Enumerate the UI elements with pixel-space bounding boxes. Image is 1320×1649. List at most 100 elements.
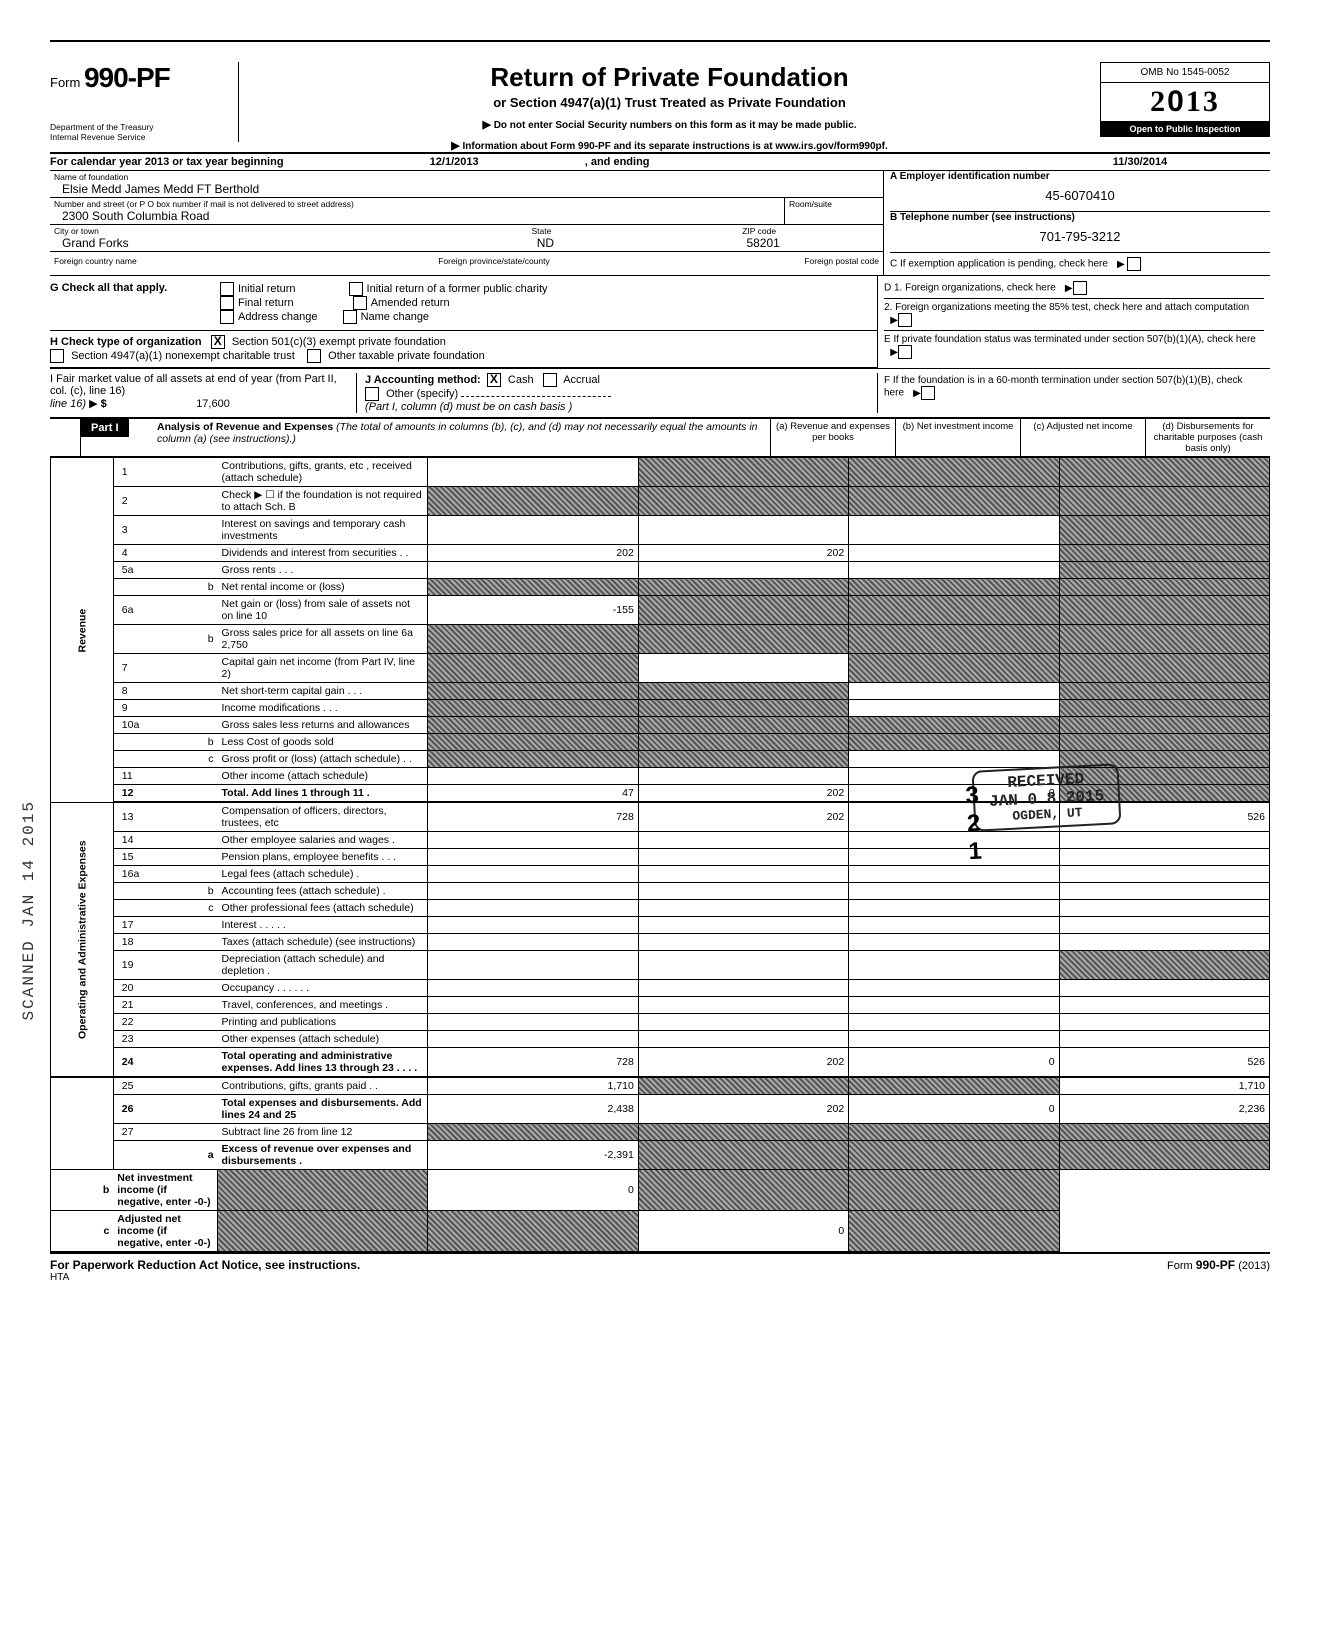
table-row: cAdjusted net income (if negative, enter… xyxy=(51,1211,1270,1252)
row-number: 22 xyxy=(113,1014,217,1031)
amount-cell xyxy=(1059,1031,1269,1048)
amount-cell xyxy=(1059,997,1269,1014)
row-number: 16a xyxy=(113,866,217,883)
zip: 58201 xyxy=(639,236,879,250)
amount-cell xyxy=(638,980,848,997)
row-description: Other expenses (attach schedule) xyxy=(218,1031,428,1048)
amount-cell xyxy=(428,883,638,900)
amount-cell xyxy=(849,545,1059,562)
table-row: Revenue1Contributions, gifts, grants, et… xyxy=(51,458,1270,487)
h-501c3-checkbox[interactable] xyxy=(211,335,225,349)
row-number: 13 xyxy=(113,802,217,832)
amount-cell xyxy=(849,883,1059,900)
foreign-postal-label: Foreign postal code xyxy=(659,256,879,266)
g-address-checkbox[interactable] xyxy=(220,310,234,324)
amount-cell xyxy=(638,562,848,579)
amount-cell xyxy=(638,768,848,785)
row-number: 3 xyxy=(113,516,217,545)
amount-cell xyxy=(638,734,848,751)
accrual-label: Accrual xyxy=(563,374,600,386)
amount-cell xyxy=(638,917,848,934)
i-label: I Fair market value of all assets at end… xyxy=(50,373,337,397)
amount-cell xyxy=(428,866,638,883)
h-4947: Section 4947(a)(1) nonexempt charitable … xyxy=(71,350,295,362)
row-description: Capital gain net income (from Part IV, l… xyxy=(218,654,428,683)
amount-cell xyxy=(638,849,848,866)
amount-cell xyxy=(428,1211,638,1252)
row-number: 2 xyxy=(113,487,217,516)
amount-cell: 1,710 xyxy=(428,1077,638,1095)
g-final-checkbox[interactable] xyxy=(220,296,234,310)
g-amended: Amended return xyxy=(371,297,450,309)
amount-cell: 202 xyxy=(428,545,638,562)
row-number: 17 xyxy=(113,917,217,934)
footer-form-prefix: Form xyxy=(1167,1260,1196,1272)
row-description: Excess of revenue over expenses and disb… xyxy=(218,1141,428,1170)
row-description: Gross profit or (loss) (attach schedule)… xyxy=(218,751,428,768)
g-amended-checkbox[interactable] xyxy=(353,296,367,310)
amount-cell xyxy=(1059,934,1269,951)
amount-cell xyxy=(1059,579,1269,596)
other-method-checkbox[interactable] xyxy=(365,387,379,401)
g-initial-former-checkbox[interactable] xyxy=(349,282,363,296)
amount-cell xyxy=(428,832,638,849)
row-description: Interest on savings and temporary cash i… xyxy=(218,516,428,545)
g-name: Name change xyxy=(361,311,430,323)
d1-checkbox[interactable] xyxy=(1073,281,1087,295)
amount-cell xyxy=(849,1031,1059,1048)
h-4947-checkbox[interactable] xyxy=(50,349,64,363)
table-row: 2Check ▶ ☐ if the foundation is not requ… xyxy=(51,487,1270,516)
amount-cell: 0 xyxy=(428,1170,638,1211)
d2-checkbox[interactable] xyxy=(898,313,912,327)
amount-cell xyxy=(638,458,848,487)
omb-number: OMB No 1545-0052 xyxy=(1100,62,1270,83)
amount-cell xyxy=(638,997,848,1014)
g-initial-checkbox[interactable] xyxy=(220,282,234,296)
row-description: Total operating and administrative expen… xyxy=(218,1048,428,1078)
row-number: 11 xyxy=(113,768,217,785)
amount-cell xyxy=(849,654,1059,683)
cash-checkbox[interactable] xyxy=(487,373,501,387)
amount-cell xyxy=(638,1170,848,1211)
received-stamp: RECEIVED JAN 0 8 2015 OGDEN, UT xyxy=(971,763,1121,832)
c-checkbox[interactable] xyxy=(1127,257,1141,271)
amount-cell: 728 xyxy=(428,1048,638,1078)
table-row: 4Dividends and interest from securities … xyxy=(51,545,1270,562)
street-label: Number and street (or P O box number if … xyxy=(54,199,780,209)
h-other-checkbox[interactable] xyxy=(307,349,321,363)
table-row: 7Capital gain net income (from Part IV, … xyxy=(51,654,1270,683)
g-name-checkbox[interactable] xyxy=(343,310,357,324)
row-description: Interest . . . . . xyxy=(218,917,428,934)
amount-cell xyxy=(638,951,848,980)
foreign-country-label: Foreign country name xyxy=(54,256,329,266)
amount-cell xyxy=(1059,1141,1269,1170)
amount-cell xyxy=(849,1124,1059,1141)
footer-form-year: (2013) xyxy=(1235,1260,1270,1272)
g-initial: Initial return xyxy=(238,283,295,295)
row-description: Other professional fees (attach schedule… xyxy=(218,900,428,917)
amount-cell xyxy=(849,562,1059,579)
amount-cell xyxy=(1059,458,1269,487)
amount-cell xyxy=(638,1014,848,1031)
row-description: Net short-term capital gain . . . xyxy=(218,683,428,700)
row-description: Net investment income (if negative, ente… xyxy=(113,1170,217,1211)
f-checkbox[interactable] xyxy=(921,386,935,400)
form-header: Form 990-PF Department of the Treasury I… xyxy=(50,62,1270,152)
amount-cell: -2,391 xyxy=(428,1141,638,1170)
accrual-checkbox[interactable] xyxy=(543,373,557,387)
table-row: 27Subtract line 26 from line 12 xyxy=(51,1124,1270,1141)
amount-cell xyxy=(428,980,638,997)
amount-cell xyxy=(849,832,1059,849)
revenue-side-label: Revenue xyxy=(51,458,114,803)
amount-cell xyxy=(849,1211,1059,1252)
e-checkbox[interactable] xyxy=(898,345,912,359)
row-number: a xyxy=(113,1141,217,1170)
amount-cell xyxy=(1059,700,1269,717)
amount-cell xyxy=(849,700,1059,717)
amount-cell: 0 xyxy=(638,1211,848,1252)
table-row: 21Travel, conferences, and meetings . xyxy=(51,997,1270,1014)
page-footer: For Paperwork Reduction Act Notice, see … xyxy=(50,1254,1270,1283)
other-label: Other (specify) xyxy=(386,388,458,400)
amount-cell xyxy=(428,917,638,934)
row-number: c xyxy=(113,751,217,768)
